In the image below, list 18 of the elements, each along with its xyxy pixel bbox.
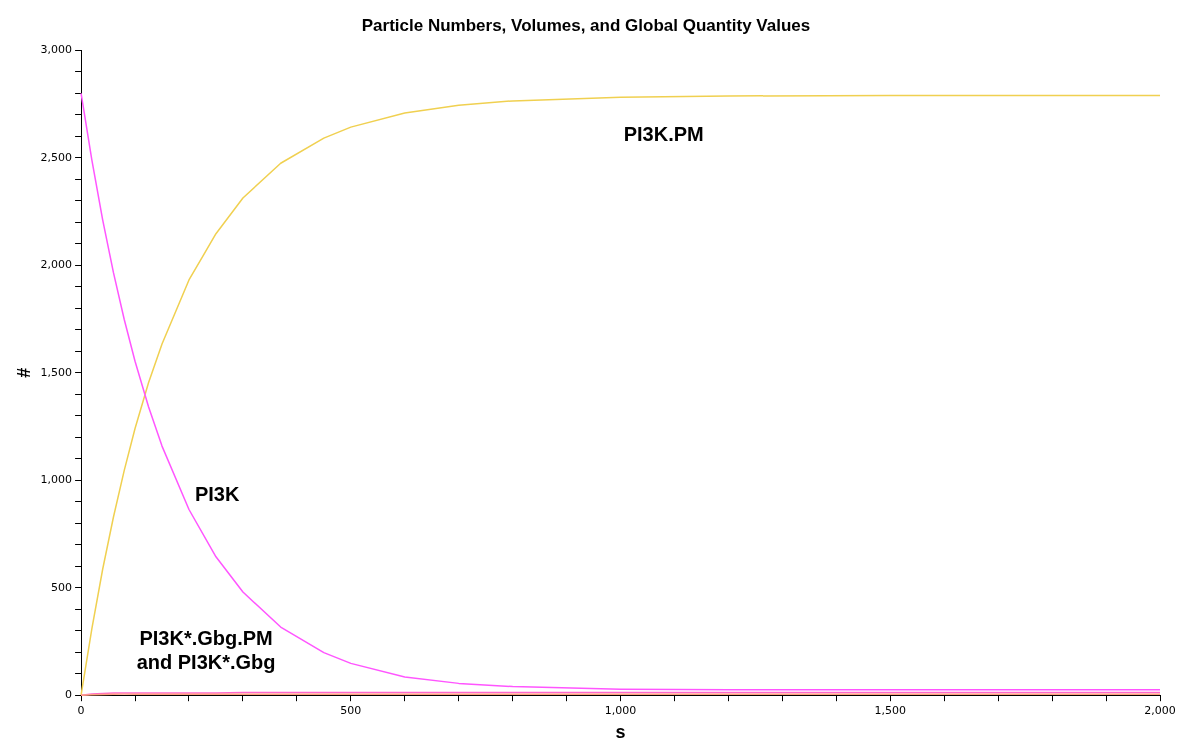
y-tick-label: 3,000 bbox=[40, 43, 73, 57]
x-tick-label: 0 bbox=[77, 703, 85, 717]
x-tick-label: 500 bbox=[340, 703, 362, 717]
annotation: PI3K*.Gbg.PM and PI3K*.Gbg bbox=[136, 626, 276, 673]
series-label: PI3K bbox=[194, 482, 240, 505]
y-tick-label: 1,000 bbox=[40, 473, 73, 487]
series-label: PI3K.PM bbox=[623, 122, 704, 145]
x-tick-label: 1,500 bbox=[874, 703, 907, 717]
chart-title: Particle Numbers, Volumes, and Global Quantity Values bbox=[361, 15, 811, 35]
y-tick-label: 2,500 bbox=[40, 150, 73, 164]
x-axis-title: s bbox=[615, 722, 626, 743]
x-tick-label: 1,000 bbox=[604, 703, 637, 717]
y-tick-label: 1,500 bbox=[40, 365, 73, 379]
y-axis-title: # bbox=[13, 367, 34, 378]
x-tick-label: 2,000 bbox=[1144, 703, 1176, 717]
y-tick-label: 500 bbox=[51, 580, 73, 594]
y-tick-label: 0 bbox=[65, 688, 73, 702]
y-tick-label: 2,000 bbox=[40, 258, 73, 272]
